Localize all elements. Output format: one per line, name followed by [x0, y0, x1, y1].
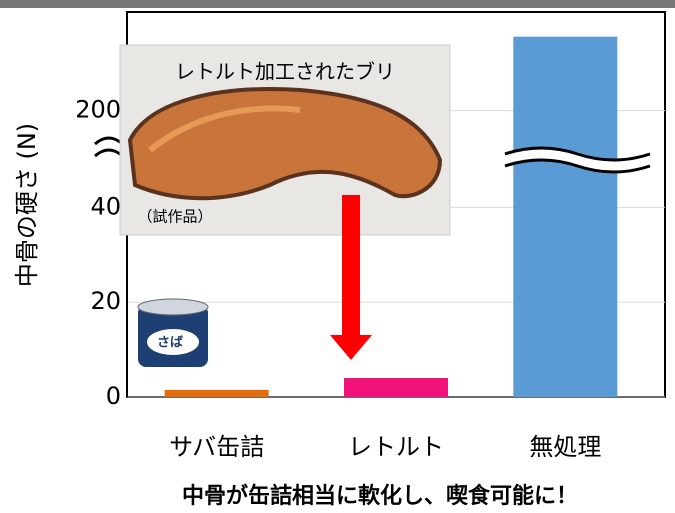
- chart: 0 20 40 200 サバ缶詰 レトルト 無処理 中骨の硬さ (N) レトルト加工されたブ…: [0, 0, 675, 513]
- caption: 中骨が缶詰相当に軟化し、喫食可能に！: [182, 483, 578, 509]
- y-tick-label: 200: [75, 96, 121, 124]
- inset-title: レトルト加工されたブリ: [175, 60, 395, 84]
- y-tick-label: 20: [90, 287, 121, 315]
- bar: [165, 390, 269, 397]
- bar: [344, 378, 448, 397]
- x-tick-label: 無処理: [529, 433, 601, 461]
- bar: [513, 37, 617, 397]
- y-axis-label: 中骨の硬さ (N): [13, 123, 41, 287]
- can-icon: さば: [138, 299, 208, 367]
- inset-photo: レトルト加工されたブリ （試作品）: [120, 45, 450, 235]
- top-strip: [0, 0, 675, 8]
- inset-note: （試作品）: [137, 208, 212, 226]
- can-label: さば: [157, 336, 183, 351]
- x-tick-label: サバ缶詰: [169, 433, 264, 461]
- y-tick-label: 0: [106, 382, 121, 410]
- x-tick-label: レトルト: [348, 433, 444, 461]
- y-tick-label: 40: [90, 192, 121, 220]
